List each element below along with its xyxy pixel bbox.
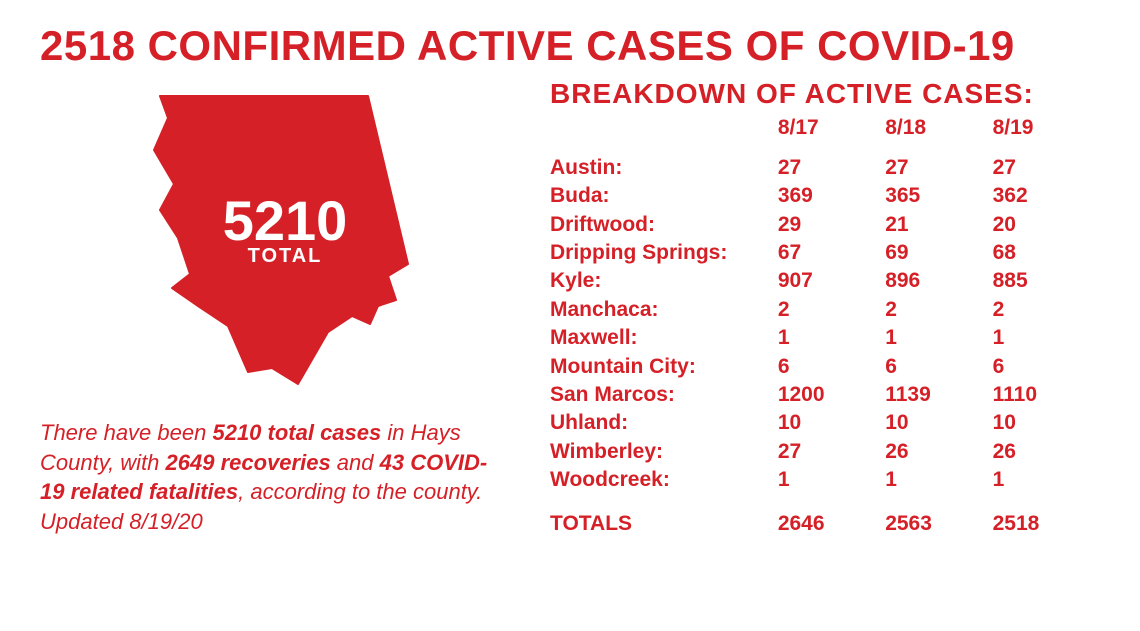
city-value: 369: [778, 182, 885, 210]
totals-value: 2563: [885, 510, 992, 538]
table-row: Driftwood:292120: [550, 211, 1100, 239]
header-date-1: 8/18: [885, 116, 992, 154]
city-name: Wimberley:: [550, 438, 778, 466]
city-value: 27: [885, 154, 992, 182]
city-value: 1: [993, 324, 1100, 352]
table-row: Wimberley:272626: [550, 438, 1100, 466]
city-name: Woodcreek:: [550, 466, 778, 494]
city-value: 20: [993, 211, 1100, 239]
city-value: 885: [993, 267, 1100, 295]
right-column: BREAKDOWN OF ACTIVE CASES: 8/17 8/18 8/1…: [550, 78, 1100, 538]
city-value: 1: [993, 466, 1100, 494]
map-overlay: 5210 TOTAL: [223, 193, 348, 268]
county-map-wrap: 5210 TOTAL: [40, 78, 510, 398]
city-value: 1: [885, 466, 992, 494]
city-name: Mountain City:: [550, 353, 778, 381]
city-value: 27: [778, 154, 885, 182]
city-value: 2: [993, 296, 1100, 324]
totals-row: TOTALS264625632518: [550, 510, 1100, 538]
summary-recoveries: 2649 recoveries: [166, 450, 331, 475]
left-column: 5210 TOTAL There have been 5210 total ca…: [40, 78, 510, 538]
city-value: 21: [885, 211, 992, 239]
table-row: Austin:272727: [550, 154, 1100, 182]
totals-label: TOTALS: [550, 510, 778, 538]
city-value: 10: [885, 409, 992, 437]
header-date-2: 8/19: [993, 116, 1100, 154]
city-value: 362: [993, 182, 1100, 210]
totals-value: 2518: [993, 510, 1100, 538]
city-value: 1200: [778, 381, 885, 409]
city-value: 907: [778, 267, 885, 295]
city-value: 27: [993, 154, 1100, 182]
table-row: Dripping Springs:676968: [550, 239, 1100, 267]
city-value: 67: [778, 239, 885, 267]
content-row: 5210 TOTAL There have been 5210 total ca…: [40, 78, 1100, 538]
page-title: 2518 CONFIRMED ACTIVE CASES OF COVID-19: [40, 24, 1100, 68]
table-row: Manchaca:222: [550, 296, 1100, 324]
city-name: Dripping Springs:: [550, 239, 778, 267]
table-row: San Marcos:120011391110: [550, 381, 1100, 409]
city-value: 2: [778, 296, 885, 324]
table-row: Buda:369365362: [550, 182, 1100, 210]
city-value: 6: [993, 353, 1100, 381]
city-value: 29: [778, 211, 885, 239]
city-value: 27: [778, 438, 885, 466]
city-value: 365: [885, 182, 992, 210]
city-value: 896: [885, 267, 992, 295]
summary-pre: There have been: [40, 420, 212, 445]
map-total-number: 5210: [223, 193, 348, 249]
totals-value: 2646: [778, 510, 885, 538]
table-row: Mountain City:666: [550, 353, 1100, 381]
table-row: Maxwell:111: [550, 324, 1100, 352]
city-value: 6: [778, 353, 885, 381]
header-date-0: 8/17: [778, 116, 885, 154]
summary-mid2: and: [331, 450, 380, 475]
table-row: Woodcreek:111: [550, 466, 1100, 494]
city-name: Driftwood:: [550, 211, 778, 239]
city-name: San Marcos:: [550, 381, 778, 409]
city-value: 68: [993, 239, 1100, 267]
breakdown-heading: BREAKDOWN OF ACTIVE CASES:: [550, 78, 1100, 110]
city-value: 69: [885, 239, 992, 267]
breakdown-table: 8/17 8/18 8/19 Austin:272727Buda:3693653…: [550, 116, 1100, 538]
city-name: Manchaca:: [550, 296, 778, 324]
city-value: 1: [778, 466, 885, 494]
table-header-row: 8/17 8/18 8/19: [550, 116, 1100, 154]
spacer-row: [550, 494, 1100, 510]
city-name: Buda:: [550, 182, 778, 210]
city-name: Maxwell:: [550, 324, 778, 352]
header-blank: [550, 116, 778, 154]
city-value: 1139: [885, 381, 992, 409]
city-value: 1110: [993, 381, 1100, 409]
city-value: 26: [885, 438, 992, 466]
summary-text: There have been 5210 total cases in Hays…: [40, 418, 510, 537]
city-name: Uhland:: [550, 409, 778, 437]
city-name: Kyle:: [550, 267, 778, 295]
city-value: 1: [885, 324, 992, 352]
summary-total-cases: 5210 total cases: [212, 420, 381, 445]
table-row: Uhland:101010: [550, 409, 1100, 437]
city-value: 6: [885, 353, 992, 381]
city-value: 10: [993, 409, 1100, 437]
city-value: 26: [993, 438, 1100, 466]
city-value: 2: [885, 296, 992, 324]
table-row: Kyle:907896885: [550, 267, 1100, 295]
city-value: 10: [778, 409, 885, 437]
city-value: 1: [778, 324, 885, 352]
city-name: Austin:: [550, 154, 778, 182]
